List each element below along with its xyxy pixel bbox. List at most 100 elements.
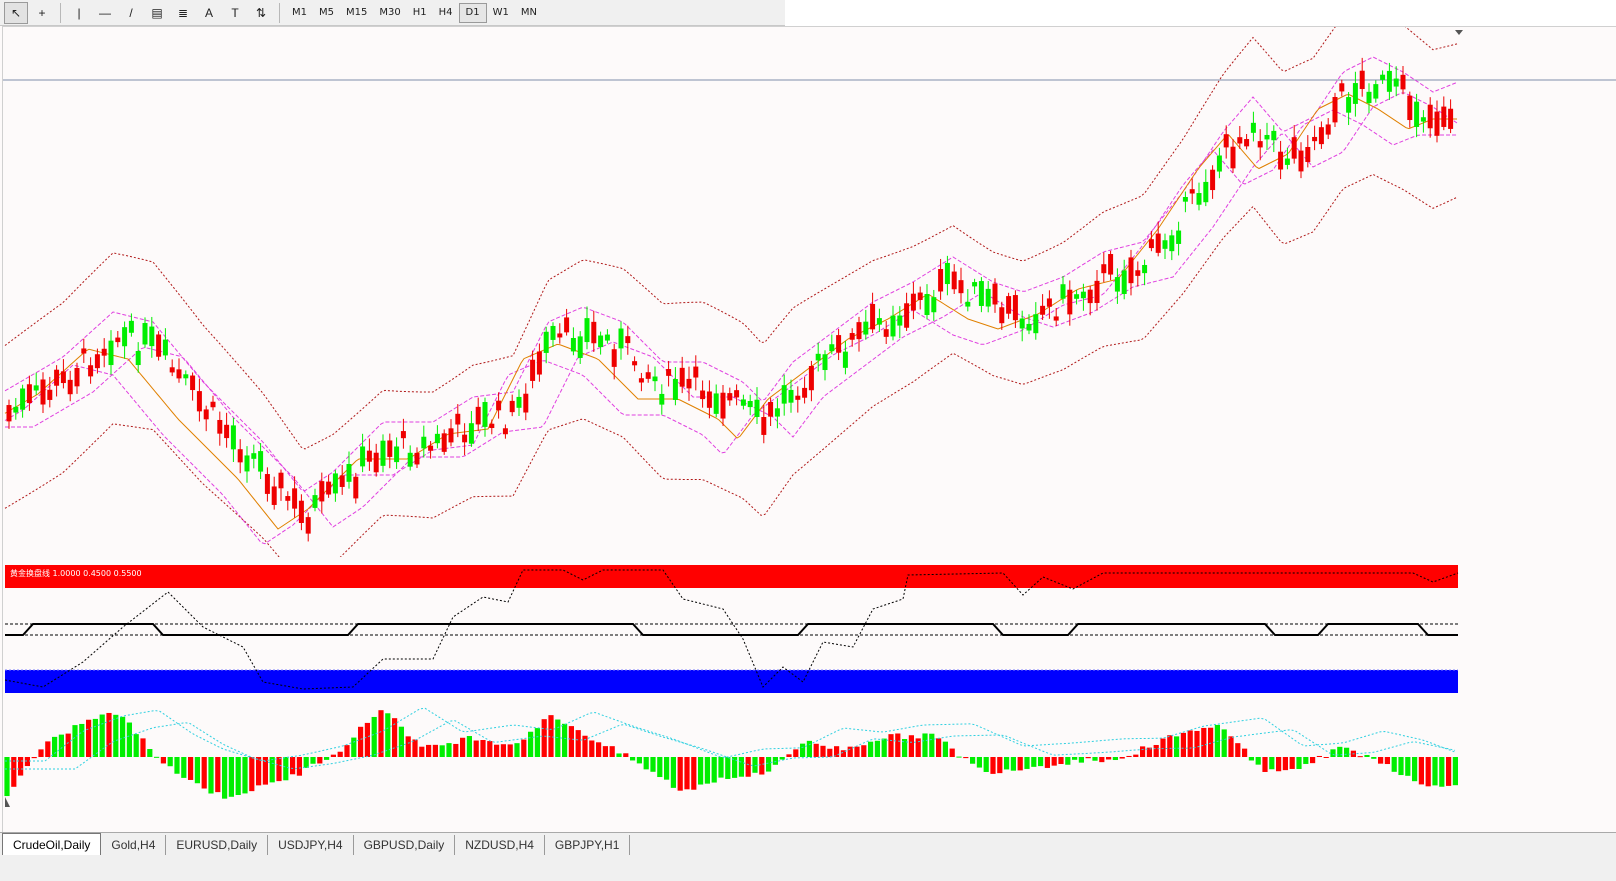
- timeframe-m1-button[interactable]: M1: [292, 7, 307, 18]
- bear-candle: [1230, 146, 1236, 169]
- bear-candle: [101, 348, 107, 356]
- bear-candle: [1210, 169, 1216, 191]
- vertical-line-icon[interactable]: |: [77, 5, 81, 20]
- bull-candle: [1019, 318, 1025, 329]
- bear-candle: [88, 365, 94, 377]
- timeframe-h4-button[interactable]: H4: [438, 7, 453, 18]
- histogram-bar-red: [1153, 744, 1159, 757]
- bull-candle: [1182, 197, 1188, 202]
- bull-candle: [897, 315, 903, 326]
- histogram-bar-green: [942, 741, 948, 757]
- panel-marker-icon: [5, 797, 10, 807]
- histogram-bar-green: [466, 736, 472, 757]
- bear-candle: [1237, 137, 1243, 144]
- bear-candle: [870, 303, 876, 330]
- histogram-bar-red: [521, 739, 527, 757]
- bear-candle: [904, 303, 910, 328]
- histogram-bar-green: [222, 757, 228, 799]
- bear-candle: [1053, 316, 1059, 321]
- bull-candle: [788, 389, 794, 403]
- bear-candle: [156, 334, 162, 357]
- histogram-bar-green: [1004, 757, 1010, 770]
- trendline-icon[interactable]: /: [129, 5, 133, 20]
- bull-candle: [135, 350, 141, 366]
- bear-candle: [326, 481, 332, 495]
- histogram-bar-green: [1432, 757, 1438, 786]
- histogram-bar-green: [154, 756, 160, 758]
- histogram-bar-red: [453, 743, 459, 757]
- bear-candle: [414, 452, 420, 465]
- envelope-lower-line: [4, 109, 1457, 545]
- timeframe-m5-button[interactable]: M5: [319, 7, 334, 18]
- histogram-bar-red: [86, 719, 92, 757]
- chart-tab-usdjpy-h4[interactable]: USDJPY,H4: [268, 835, 354, 855]
- cursor-arrow-icon[interactable]: ↖: [4, 1, 28, 24]
- text-icon[interactable]: A: [204, 5, 213, 20]
- histogram-bar-green: [1405, 757, 1411, 776]
- histogram-bar-green: [385, 713, 391, 757]
- bull-candle: [1216, 155, 1222, 172]
- histogram-bar-green: [738, 757, 744, 777]
- timeframe-h1-button[interactable]: H1: [412, 7, 427, 18]
- drawing-tools: ↖ + | — / ▤ ≣ A T ⇅: [4, 1, 275, 24]
- histogram-bar-green: [881, 738, 887, 757]
- histogram-bar-green: [1344, 747, 1350, 757]
- arrows-icon[interactable]: ⇅: [255, 5, 267, 20]
- horizontal-line-icon[interactable]: —: [99, 5, 111, 20]
- chart-tab-crudeoil-daily[interactable]: CrudeOil,Daily: [2, 833, 102, 855]
- chart-tab-eurusd-daily[interactable]: EURUSD,Daily: [166, 835, 269, 855]
- histogram-bar-red: [759, 757, 765, 775]
- histogram-bar-red: [262, 757, 268, 785]
- price-chart[interactable]: [3, 27, 1616, 557]
- bear-candle: [475, 406, 481, 425]
- equidistant-channel-icon[interactable]: ▤: [151, 5, 163, 20]
- timeframe-m30-button[interactable]: M30: [379, 7, 401, 18]
- histogram-bar-red: [1316, 755, 1322, 757]
- histogram-bar-green: [732, 757, 738, 778]
- timeframe-w1-button[interactable]: W1: [492, 7, 509, 18]
- bear-candle: [1046, 298, 1052, 307]
- histogram-bar-green: [120, 716, 126, 757]
- timeframe-d1-button[interactable]: D1: [458, 2, 487, 23]
- timeframe-mn-button[interactable]: MN: [520, 7, 537, 18]
- chart-window[interactable]: 黄金换盘线 1.0000 0.4500 0.5500: [2, 26, 1616, 833]
- histogram-bar-green: [929, 733, 935, 757]
- oscillator-k-line: [4, 569, 1459, 690]
- bull-candle: [482, 402, 488, 427]
- histogram-bar-green: [555, 719, 561, 757]
- bear-candle: [523, 393, 529, 413]
- bear-candle: [217, 419, 223, 434]
- histogram-bar-red: [541, 719, 547, 757]
- bull-candle: [550, 325, 556, 340]
- fibonacci-retracement-icon[interactable]: ≣: [177, 5, 189, 20]
- histogram-bar-red: [677, 757, 683, 791]
- histogram-bar-green: [1439, 757, 1445, 787]
- timeframe-m15-button[interactable]: M15: [346, 7, 368, 18]
- crosshair-icon[interactable]: +: [38, 5, 46, 20]
- text-label-icon[interactable]: T: [231, 5, 239, 20]
- bull-candle: [1176, 230, 1182, 244]
- chart-tab-gbpusd-daily[interactable]: GBPUSD,Daily: [354, 835, 456, 855]
- envelope-upper-line: [4, 56, 1458, 492]
- histogram-bar-red: [1058, 757, 1064, 765]
- bear-candle: [720, 392, 726, 419]
- chart-tab-gbpjpy-h1[interactable]: GBPJPY,H1: [545, 835, 631, 855]
- chart-tab-nzdusd-h4[interactable]: NZDUSD,H4: [455, 835, 545, 855]
- bull-candle: [251, 453, 257, 459]
- bull-candle: [1380, 74, 1386, 80]
- histogram-bar-green: [630, 757, 636, 761]
- bear-candle: [611, 349, 617, 367]
- histogram-bar-green: [1303, 757, 1309, 764]
- bear-candle: [94, 354, 100, 369]
- bull-candle: [33, 385, 39, 391]
- histogram-bar-red: [460, 737, 466, 757]
- bear-candle: [54, 369, 60, 386]
- bear-candle: [448, 428, 454, 443]
- histogram-bar-green: [766, 757, 772, 772]
- histogram-bar-green: [562, 723, 568, 757]
- histogram-bar-red: [426, 744, 432, 757]
- chart-tab-gold-h4[interactable]: Gold,H4: [101, 835, 167, 855]
- bear-candle: [1257, 141, 1263, 148]
- histogram-bar-green: [1412, 757, 1418, 782]
- histogram-bar-red: [276, 757, 282, 782]
